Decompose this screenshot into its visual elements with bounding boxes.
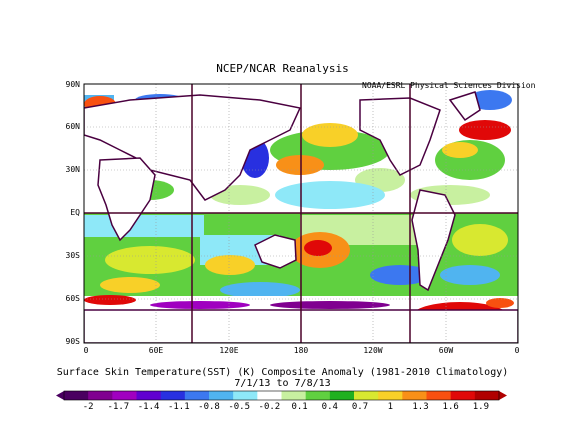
caption-date-range: 7/1/13 to 7/8/13 [234,378,331,389]
colorbar-swatch [112,391,137,400]
colorbar-swatch [378,391,403,400]
lon-label: 0 [514,346,520,355]
lat-label: 30S [65,251,80,260]
colorbar-tick-label: -0.5 [228,402,251,412]
colorbar-swatch [402,391,427,400]
colorbar-tick-label: 1.6 [442,402,459,412]
colorbar-tick-label: -1.7 [107,402,130,412]
lon-label: 180 [293,346,309,355]
colorbar-outline [63,390,500,401]
lon-label: 120W [363,346,383,355]
lon-label: 0 [83,346,89,355]
colorbar-swatch [474,391,500,400]
colorbar-swatch [88,391,113,400]
credit-label: NOAA/ESRL Physical Sciences Division [362,81,536,90]
colorbar-swatch [64,391,89,400]
lon-label: 60E [148,346,164,355]
lon-label: 60W [438,346,454,355]
colorbar-swatch [136,391,162,400]
lat-label: 90S [65,337,80,346]
colorbar-tick-label: 0.7 [351,402,369,412]
lat-label: 90N [65,80,80,89]
lat-label: 60N [65,122,80,131]
colorbar-tick-label: 1 [387,402,393,412]
colorbar-tick-label: 1.3 [412,402,429,412]
lon-label: 120E [219,346,239,355]
caption-title: Surface Skin Temperature(SST) (K) Compos… [56,367,509,378]
lat-label: EQ [70,208,80,217]
colorbar-swatch [305,391,331,400]
colorbar-swatch [160,391,186,400]
colorbar-tick-label: 0.4 [321,402,338,412]
colorbar-tick-label: 0.1 [291,402,308,412]
colorbar-swatch [450,391,476,400]
colorbar-swatch [184,391,210,400]
colorbar-arrow-right [499,391,507,400]
colorbar-swatch [257,391,282,400]
colorbar-swatch [233,391,258,400]
colorbar-swatch [329,391,355,400]
map-frame [83,83,519,344]
colorbar-arrow-left [56,391,64,400]
colorbar-tick-label: -0.8 [198,402,220,412]
colorbar-tick-label: -1.1 [167,402,190,412]
colorbar-tick-label: -0.2 [258,402,281,412]
colorbar-tick-label: -1.4 [137,402,160,412]
colorbar-tick-label: 1.9 [472,402,490,412]
region-box-lines [84,84,518,343]
colorbar-swatch [281,391,307,400]
colorbar-tick-label: -2 [82,402,94,412]
colorbar-swatch [426,391,452,400]
lat-label: 60S [65,294,80,303]
colorbar-swatch [354,391,379,400]
colorbar [56,390,507,401]
colorbar-swatch [209,391,234,400]
map-title: NCEP/NCAR Reanalysis [216,62,349,75]
lat-label: 30N [65,165,80,174]
